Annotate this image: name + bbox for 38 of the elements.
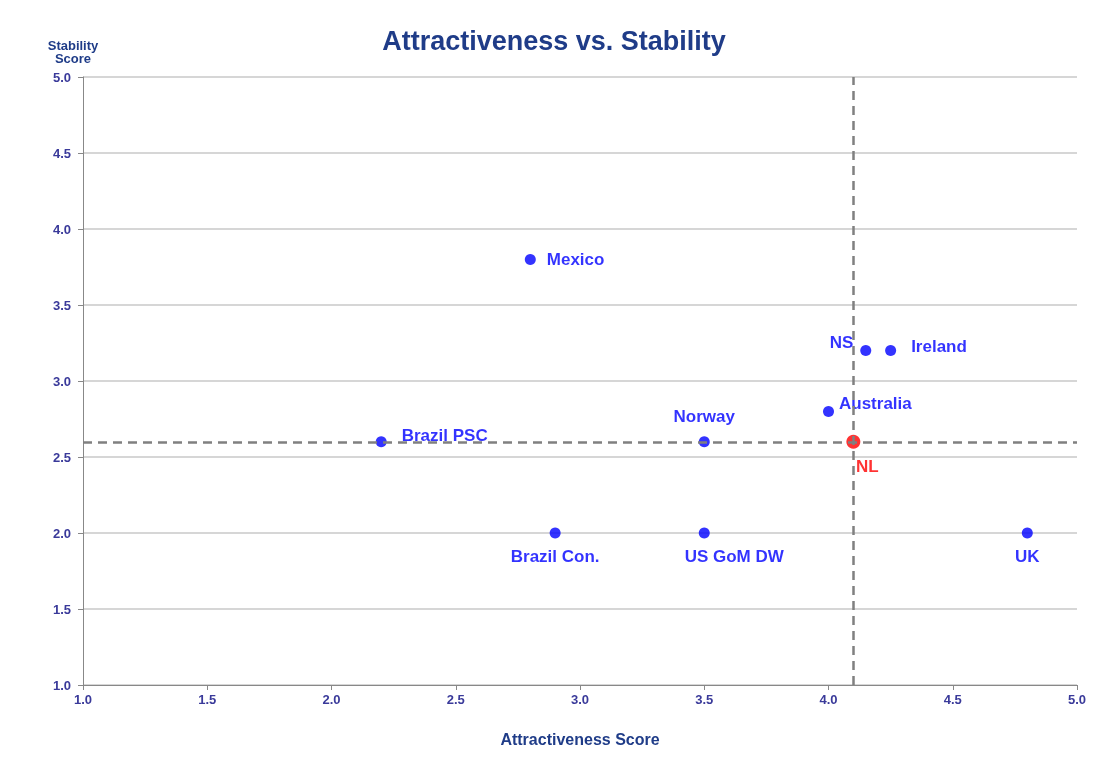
- y-axis-title: Stability Score: [47, 38, 100, 66]
- y-tick-label: 2.5: [52, 449, 71, 465]
- y-tick-label: 3.0: [52, 373, 71, 389]
- point: [860, 345, 872, 357]
- point: [1021, 527, 1033, 539]
- y-tick-label: 3.5: [52, 297, 71, 313]
- y-tick-label: 5.0: [52, 69, 71, 85]
- chart-title: Attractiveness vs. Stability: [382, 25, 726, 56]
- y-tick-label: 4.5: [52, 145, 71, 161]
- series-label: NS: [829, 333, 854, 353]
- x-tick-label: 4.0: [819, 692, 838, 707]
- x-tick-label: 1.5: [198, 692, 217, 707]
- series-label: Ireland: [911, 337, 967, 357]
- point: [823, 405, 834, 417]
- point: [524, 253, 536, 265]
- x-tick-label: 1.0: [73, 692, 93, 707]
- series-label: Brazil Con.: [510, 546, 600, 566]
- x-tick-label: 5.0: [1067, 692, 1087, 707]
- x-tick-label: 4.5: [943, 692, 962, 707]
- y-tick-label: 1.5: [52, 601, 71, 617]
- series-label: Mexico: [546, 249, 605, 269]
- y-tick-label: 1.0: [52, 677, 71, 693]
- x-tick-label: 2.0: [322, 692, 341, 707]
- x-tick-label: 3.0: [570, 692, 590, 707]
- series-label: Brazil PSC: [401, 426, 488, 446]
- point: [885, 345, 897, 357]
- series-label: Norway: [673, 407, 736, 427]
- point: [698, 527, 710, 539]
- point: [549, 527, 561, 539]
- series-label: NL: [856, 456, 879, 476]
- series-label: Australia: [839, 393, 913, 413]
- series-label: US GoM DW: [684, 546, 785, 566]
- x-axis-title: Attractiveness Score: [500, 730, 660, 748]
- y-tick-label: 2.0: [52, 525, 71, 541]
- x-tick-label: 3.5: [695, 692, 714, 707]
- y-tick-label: 4.0: [52, 221, 71, 237]
- series-label: UK: [1015, 546, 1041, 566]
- x-tick-label: 2.5: [446, 692, 465, 707]
